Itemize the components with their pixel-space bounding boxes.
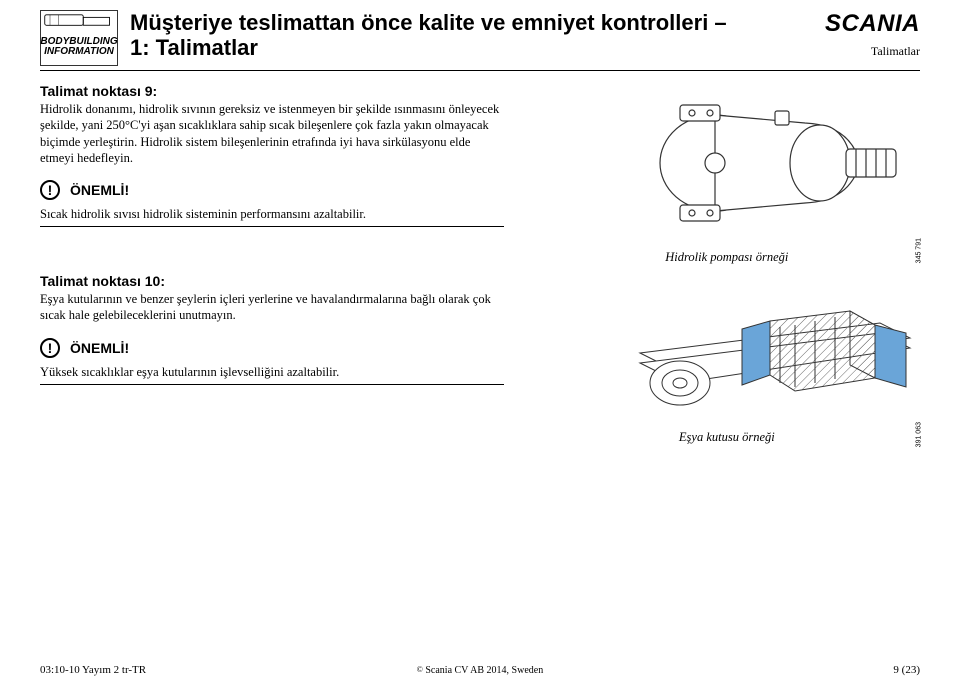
s10-heading: Talimat noktası 10: [40, 273, 504, 289]
title-block: Müşteriye teslimattan önce kalite ve emn… [130, 10, 813, 61]
figure-1-wrap: 345 791 [620, 83, 920, 248]
truck-icon [43, 13, 113, 27]
footer-center: © Scania CV AB 2014, Sweden [417, 665, 543, 676]
page-header: BODYBUILDING INFORMATION Müşteriye tesli… [40, 10, 920, 71]
hydraulic-pump-illustration [620, 83, 920, 243]
important-icon: ! [40, 180, 60, 200]
footer-left: 03:10-10 Yayım 2 tr-TR [40, 664, 146, 676]
fig1-ref: 345 791 [915, 238, 922, 263]
s10-callout: ! ÖNEMLİ! [40, 338, 504, 358]
title-line1: Müşteriye teslimattan önce kalite ve emn… [130, 10, 813, 35]
fig2-caption: Eşya kutusu örneği [679, 430, 775, 445]
page-footer: 03:10-10 Yayım 2 tr-TR © Scania CV AB 20… [40, 664, 920, 676]
figure-2-wrap: 391 063 [620, 273, 920, 428]
s10-callout-text: Yüksek sıcaklıklar eşya kutularının işle… [40, 364, 504, 380]
brand-logo: SCANIA [825, 10, 920, 38]
s9-callout-label: ÖNEMLİ! [70, 182, 129, 198]
title-line2: 1: Talimatlar [130, 35, 813, 60]
fig2-ref: 391 063 [915, 422, 922, 447]
s10-body: Eşya kutularının ve benzer şeylerin içle… [40, 291, 504, 324]
brand-sub: Talimatlar [825, 44, 920, 59]
footer-center-text: Scania CV AB 2014, Sweden [425, 665, 543, 676]
section-9: Talimat noktası 9: Hidrolik donanımı, hi… [40, 83, 920, 265]
s9-callout: ! ÖNEMLİ! [40, 180, 504, 200]
storage-box-illustration [620, 283, 920, 423]
fig1-caption: Hidrolik pompası örneği [665, 250, 788, 265]
section-10: Talimat noktası 10: Eşya kutularının ve … [40, 273, 920, 445]
s10-callout-label: ÖNEMLİ! [70, 340, 129, 356]
footer-right: 9 (23) [893, 664, 920, 676]
logo-line2: INFORMATION [44, 47, 114, 57]
divider [40, 226, 504, 227]
s9-heading: Talimat noktası 9: [40, 83, 504, 99]
brand-block: SCANIA Talimatlar [825, 10, 920, 59]
s9-body: Hidrolik donanımı, hidrolik sıvının gere… [40, 101, 504, 166]
important-icon: ! [40, 338, 60, 358]
divider [40, 384, 504, 385]
bodybuilding-logo: BODYBUILDING INFORMATION [40, 10, 118, 66]
s9-callout-text: Sıcak hidrolik sıvısı hidrolik sistemini… [40, 206, 504, 222]
